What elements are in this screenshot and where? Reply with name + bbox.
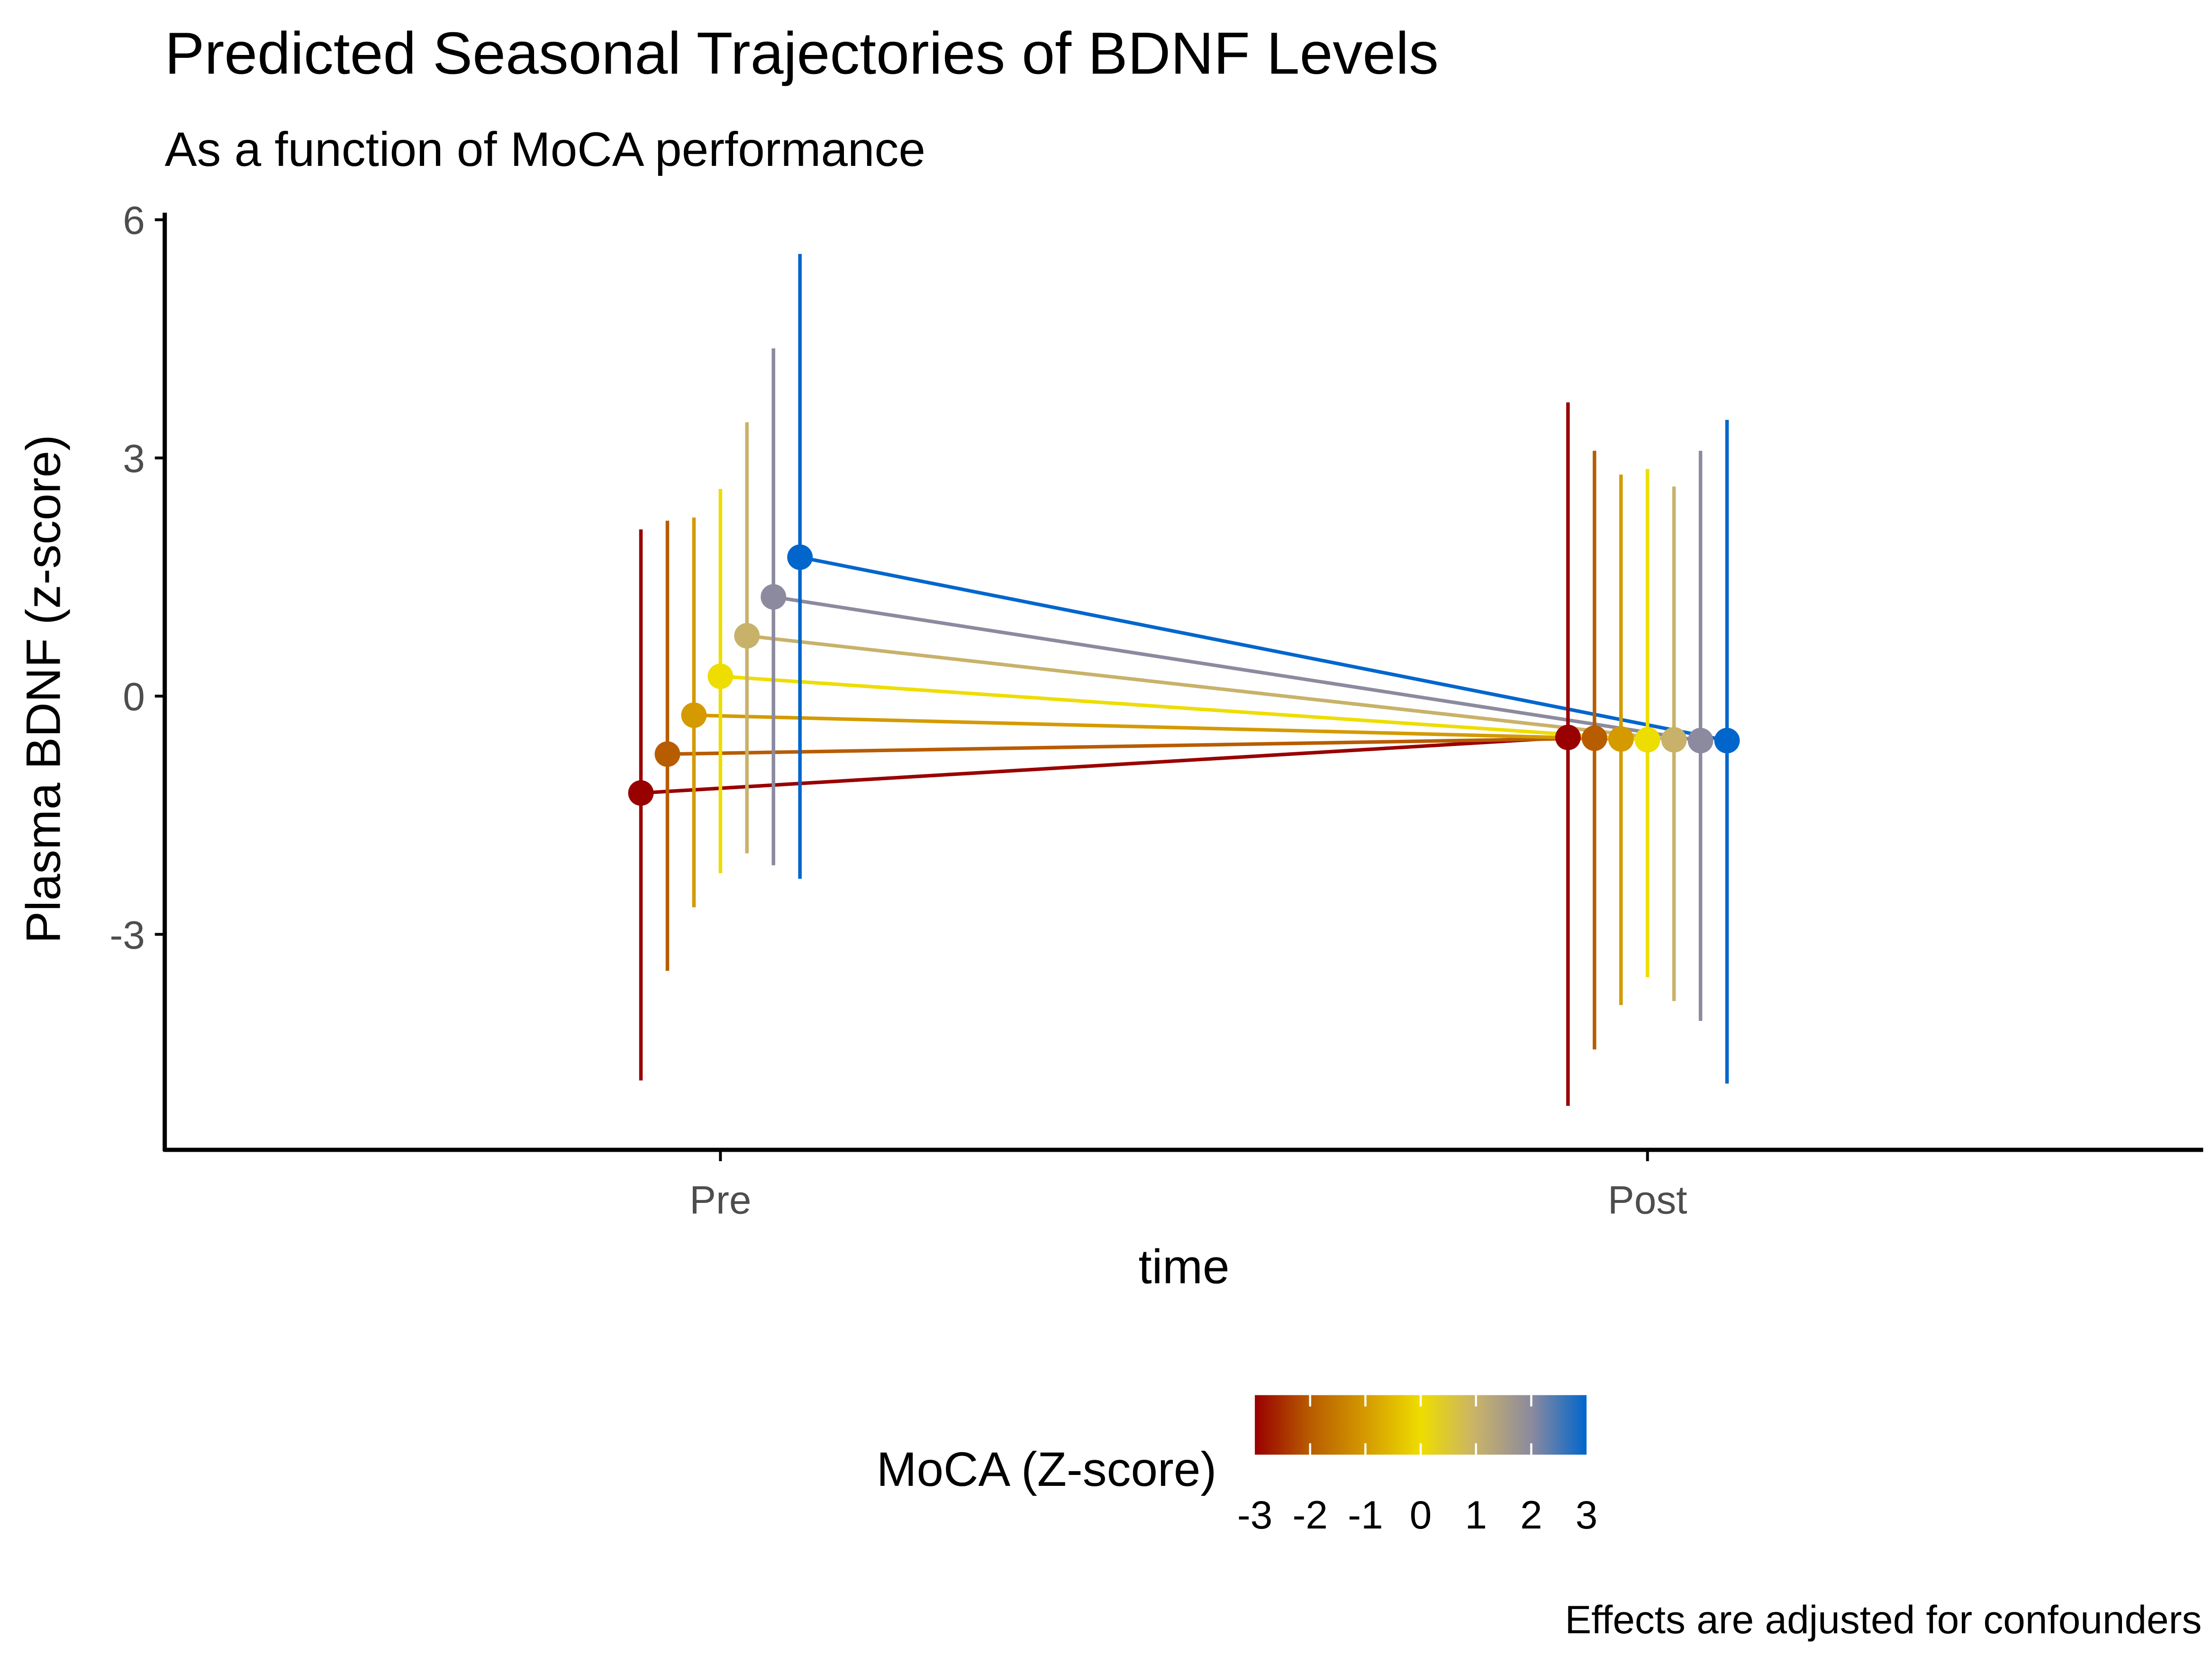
data-point — [707, 663, 734, 689]
series-line — [667, 736, 1595, 756]
y-tick-label: 3 — [123, 436, 145, 481]
data-point — [1608, 726, 1634, 752]
series-line — [773, 595, 1701, 743]
legend-tick-label: -2 — [1293, 1492, 1328, 1537]
legend: MoCA (Z-score) -3 -2 -1 0 1 2 3 — [877, 1395, 1598, 1537]
data-point — [628, 780, 654, 806]
series-line — [799, 555, 1728, 743]
data-point — [1581, 725, 1607, 751]
legend-tick-label: -3 — [1237, 1492, 1272, 1537]
data-point — [787, 544, 813, 570]
data-point — [1687, 728, 1713, 754]
data-point — [734, 623, 760, 649]
caption: Effects are adjusted for confounders — [1565, 1597, 2202, 1642]
series-line — [641, 736, 1568, 795]
x-tick-label: Post — [1608, 1178, 1687, 1222]
x-tick-label: Pre — [689, 1178, 751, 1222]
legend-tick-label: -1 — [1348, 1492, 1383, 1537]
series-line — [720, 674, 1648, 742]
legend-title: MoCA (Z-score) — [877, 1442, 1217, 1496]
data-point — [1634, 727, 1660, 753]
x-axis-label: time — [1138, 1239, 1229, 1293]
legend-tick-label: 2 — [1520, 1492, 1542, 1537]
data-point — [681, 702, 707, 728]
y-tick-label: 6 — [123, 198, 145, 243]
legend-tick-label: 3 — [1576, 1492, 1598, 1537]
y-axis-label: Plasma BDNF (z-score) — [16, 435, 70, 943]
legend-tick-label: 0 — [1410, 1492, 1432, 1537]
legend-tick-label: 1 — [1465, 1492, 1487, 1537]
data-point — [654, 741, 680, 767]
y-tick-label: -3 — [109, 912, 145, 957]
y-tick-label: 0 — [123, 674, 145, 719]
data-point — [761, 584, 787, 610]
series-line — [746, 634, 1675, 742]
chart-subtitle: As a function of MoCA performance — [165, 122, 925, 176]
data-point — [1555, 724, 1581, 750]
data-point — [1714, 728, 1740, 754]
chart-title: Predicted Seasonal Trajectories of BDNF … — [165, 20, 1439, 87]
data-point — [1661, 727, 1687, 753]
series-line — [694, 713, 1621, 741]
